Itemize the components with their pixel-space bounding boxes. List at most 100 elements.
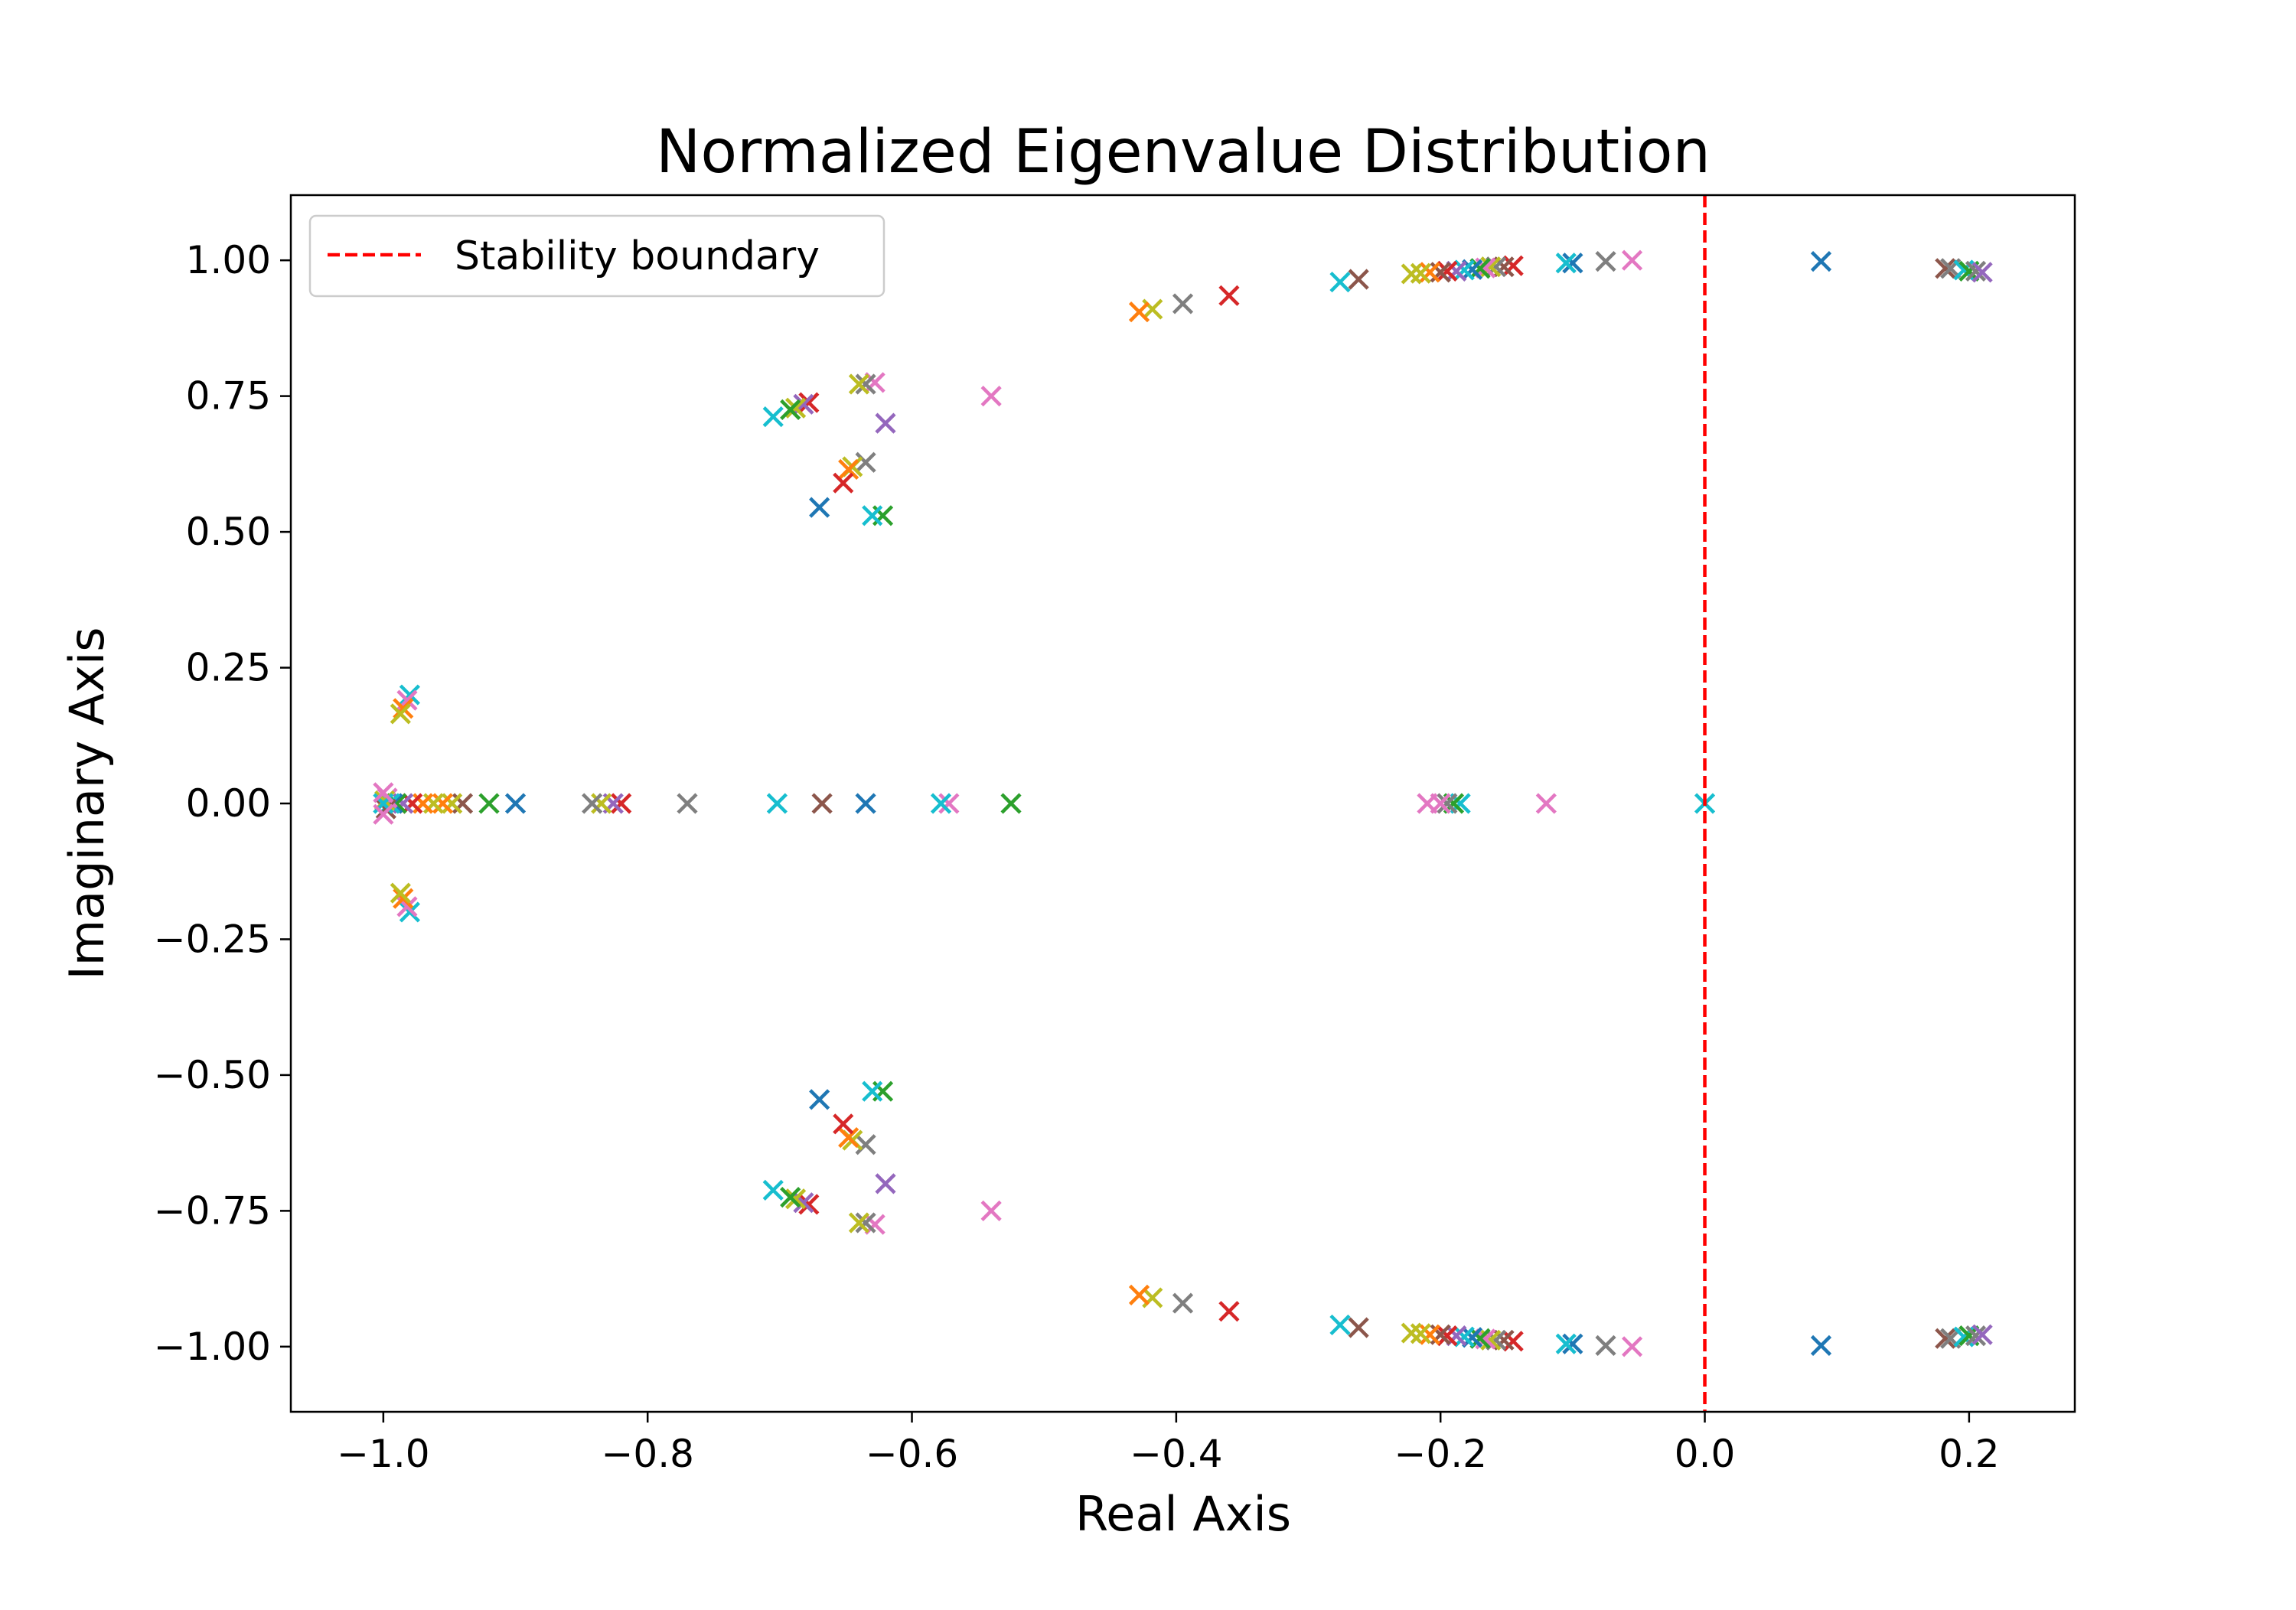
data-point-96 bbox=[1595, 1335, 1616, 1356]
data-point-40 bbox=[838, 458, 859, 481]
y-tick-label-2: 0.50 bbox=[186, 510, 271, 554]
data-point-19 bbox=[1446, 260, 1467, 282]
data-point-34 bbox=[862, 505, 883, 526]
y-axis-label: Imaginary Axis bbox=[59, 627, 115, 979]
data-point-64 bbox=[766, 793, 788, 814]
x-axis: −1.0 −0.8 −0.6 −0.4 −0.2 0.0 0.2 bbox=[337, 1412, 2000, 1476]
data-point-66 bbox=[611, 793, 632, 814]
data-point-129 bbox=[833, 1113, 854, 1135]
data-point-6 bbox=[1971, 262, 1993, 283]
data-point-0 bbox=[1810, 251, 1832, 272]
y-tick-label-4: 0.00 bbox=[186, 781, 271, 826]
data-point-60 bbox=[938, 793, 960, 814]
data-point-27 bbox=[1218, 285, 1240, 306]
data-point-87 bbox=[373, 803, 394, 825]
data-point-97 bbox=[1562, 1333, 1583, 1354]
data-point-138 bbox=[393, 888, 414, 909]
data-point-24 bbox=[1401, 263, 1422, 285]
data-point-18 bbox=[1453, 259, 1475, 281]
legend-label-stability-boundary: Stability boundary bbox=[455, 233, 820, 279]
data-point-139 bbox=[390, 882, 411, 904]
y-tick-label-8: −1.00 bbox=[154, 1325, 271, 1369]
data-point-106 bbox=[1453, 1326, 1475, 1348]
data-point-31 bbox=[980, 386, 1002, 407]
data-point-62 bbox=[855, 793, 876, 814]
data-point-7 bbox=[1621, 249, 1643, 271]
y-tick-label-0: 1.00 bbox=[186, 238, 271, 282]
data-point-131 bbox=[798, 1194, 820, 1215]
data-point-77 bbox=[402, 793, 423, 814]
data-point-48 bbox=[399, 684, 420, 706]
data-point-30 bbox=[1128, 301, 1150, 323]
data-point-136 bbox=[399, 901, 420, 923]
x-tick-label-5: 0.0 bbox=[1675, 1432, 1736, 1476]
y-tick-label-6: −0.50 bbox=[154, 1053, 271, 1097]
data-point-83 bbox=[375, 798, 396, 820]
x-tick-label-4: −0.2 bbox=[1394, 1432, 1486, 1476]
chart-title: Normalized Eigenvalue Distribution bbox=[656, 118, 1711, 187]
data-point-45 bbox=[784, 397, 807, 419]
data-point-5 bbox=[1965, 260, 1987, 282]
data-point-28 bbox=[1172, 293, 1194, 315]
x-tick-label-0: −1.0 bbox=[337, 1432, 429, 1476]
y-tick-label-3: 0.25 bbox=[186, 646, 271, 690]
marks-layer bbox=[373, 249, 1993, 1357]
y-tick-label-1: 0.75 bbox=[186, 374, 271, 419]
data-point-8 bbox=[1595, 251, 1616, 272]
data-point-10 bbox=[1555, 253, 1577, 274]
y-tick-label-5: −0.25 bbox=[154, 917, 271, 961]
data-point-124 bbox=[855, 1212, 876, 1234]
data-point-69 bbox=[582, 793, 603, 814]
data-point-68 bbox=[591, 793, 612, 814]
data-point-126 bbox=[855, 1134, 876, 1155]
data-point-111 bbox=[1410, 1323, 1431, 1344]
data-point-1 bbox=[1935, 258, 1956, 279]
data-point-37 bbox=[848, 373, 870, 395]
data-point-56 bbox=[1437, 793, 1458, 814]
data-point-73 bbox=[442, 793, 463, 814]
legend-frame bbox=[308, 214, 885, 298]
data-point-20 bbox=[1437, 260, 1458, 282]
data-point-119 bbox=[980, 1200, 1002, 1221]
data-point-74 bbox=[432, 793, 454, 814]
x-tick-label-1: −0.8 bbox=[601, 1432, 693, 1476]
data-point-128 bbox=[838, 1126, 859, 1149]
data-point-89 bbox=[1935, 1328, 1956, 1349]
data-point-23 bbox=[1410, 262, 1431, 284]
data-point-59 bbox=[1000, 793, 1022, 814]
y-tick-label-7: −0.75 bbox=[154, 1188, 271, 1233]
data-point-65 bbox=[677, 793, 698, 814]
data-point-42 bbox=[809, 497, 830, 518]
data-point-86 bbox=[373, 782, 394, 803]
data-point-98 bbox=[1555, 1333, 1577, 1354]
data-point-107 bbox=[1446, 1325, 1467, 1347]
data-point-38 bbox=[855, 451, 876, 473]
data-point-93 bbox=[1965, 1325, 1987, 1347]
data-point-47 bbox=[762, 406, 784, 428]
data-point-58 bbox=[1417, 793, 1438, 814]
data-point-61 bbox=[930, 793, 952, 814]
data-point-46 bbox=[780, 399, 801, 420]
y-axis: 1.00 0.75 0.50 0.25 0.00 −0.25 −0.50 −0.75 −1.00 bbox=[154, 238, 291, 1369]
data-point-115 bbox=[1218, 1301, 1240, 1322]
data-point-51 bbox=[390, 703, 411, 725]
data-point-88 bbox=[1810, 1335, 1832, 1356]
data-point-32 bbox=[875, 412, 896, 434]
x-tick-label-6: 0.2 bbox=[1939, 1432, 2000, 1476]
data-point-43 bbox=[798, 392, 820, 413]
data-point-25 bbox=[1348, 269, 1369, 290]
data-point-70 bbox=[504, 793, 527, 814]
data-point-122 bbox=[862, 1080, 883, 1102]
data-point-50 bbox=[393, 698, 414, 719]
data-point-95 bbox=[1621, 1336, 1643, 1357]
data-point-113 bbox=[1348, 1317, 1369, 1338]
data-point-41 bbox=[833, 472, 854, 494]
x-tick-label-2: −0.6 bbox=[866, 1432, 958, 1476]
data-point-120 bbox=[875, 1173, 896, 1194]
data-point-26 bbox=[1329, 271, 1351, 293]
data-point-134 bbox=[780, 1187, 801, 1208]
data-point-116 bbox=[1172, 1292, 1194, 1314]
data-point-53 bbox=[1535, 793, 1557, 814]
